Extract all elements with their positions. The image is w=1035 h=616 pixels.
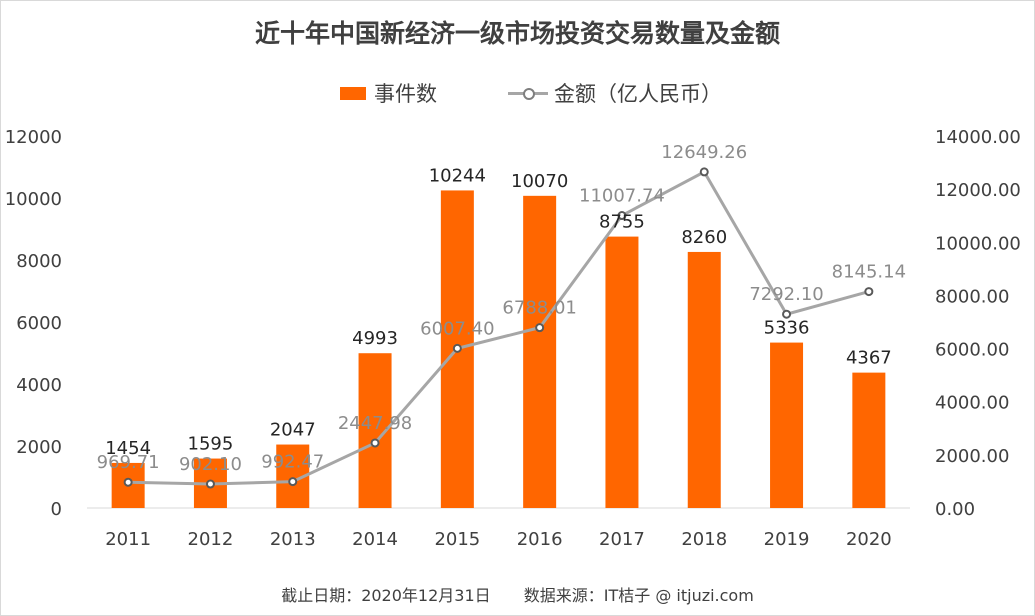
y-right-tick-label: 8000.00 bbox=[935, 286, 1009, 307]
line-data-label: 8145.14 bbox=[832, 262, 906, 283]
y-left-tick-label: 4000 bbox=[16, 375, 62, 396]
legend-line-swatch bbox=[508, 86, 548, 100]
amount-point bbox=[123, 477, 133, 487]
line-data-label: 6007.40 bbox=[420, 318, 494, 339]
y-right-tick-label: 4000.00 bbox=[935, 393, 1009, 414]
line-data-label: 969.71 bbox=[97, 452, 160, 473]
x-tick-label: 2012 bbox=[188, 529, 234, 550]
bar-data-label: 1595 bbox=[188, 434, 234, 455]
y-left-tick-label: 2000 bbox=[16, 437, 62, 458]
x-tick-label: 2014 bbox=[352, 529, 398, 550]
legend-item-events: 事件数 bbox=[340, 78, 437, 108]
line-data-label: 992.47 bbox=[261, 452, 324, 473]
bar-data-label: 8260 bbox=[681, 227, 727, 248]
amount-point bbox=[782, 309, 792, 319]
footer-source: 数据来源：IT桔子 @ itjuzi.com bbox=[523, 586, 754, 605]
bar bbox=[687, 251, 721, 508]
y-left-tick-label: 8000 bbox=[16, 251, 62, 272]
bar-data-label: 1454 bbox=[105, 438, 151, 459]
x-tick-label: 2011 bbox=[105, 529, 151, 550]
bar-data-label: 10070 bbox=[511, 171, 568, 192]
x-tick-label: 2016 bbox=[517, 529, 563, 550]
legend: 事件数 金额（亿人民币） bbox=[0, 78, 1035, 108]
bar-data-label: 8755 bbox=[599, 212, 645, 233]
line-data-label: 2447.98 bbox=[338, 413, 412, 434]
bar bbox=[852, 372, 886, 508]
amount-point bbox=[288, 477, 298, 487]
footer: 截止日期：2020年12月31日 数据来源：IT桔子 @ itjuzi.com bbox=[0, 582, 1035, 606]
y-left-tick-label: 12000 bbox=[5, 127, 62, 148]
x-tick-label: 2015 bbox=[434, 529, 480, 550]
y-right-tick-label: 6000.00 bbox=[935, 340, 1009, 361]
line-data-label: 12649.26 bbox=[661, 142, 747, 163]
amount-point bbox=[535, 323, 545, 333]
x-tick-label: 2013 bbox=[270, 529, 316, 550]
amount-point bbox=[205, 479, 215, 489]
line-data-label: 7292.10 bbox=[749, 284, 823, 305]
bar-data-label: 2047 bbox=[270, 420, 316, 441]
amount-point bbox=[370, 438, 380, 448]
chart-title: 近十年中国新经济一级市场投资交易数量及金额 bbox=[254, 19, 780, 48]
x-tick-label: 2018 bbox=[681, 529, 727, 550]
y-right-tick-label: 14000.00 bbox=[935, 127, 1021, 148]
line-data-label: 902.10 bbox=[179, 454, 242, 475]
y-right-tick-label: 0.00 bbox=[935, 499, 975, 520]
amount-point bbox=[617, 211, 627, 221]
amount-point bbox=[452, 343, 462, 353]
legend-bar-swatch bbox=[340, 86, 366, 100]
amount-point bbox=[699, 167, 709, 177]
line-data-label: 11007.74 bbox=[579, 186, 665, 207]
bar-data-label: 4367 bbox=[846, 348, 892, 369]
bar-data-label: 5336 bbox=[764, 318, 810, 339]
bar-data-label: 10244 bbox=[429, 165, 486, 186]
y-right-tick-label: 10000.00 bbox=[935, 233, 1021, 254]
footer-date: 截止日期：2020年12月31日 bbox=[281, 586, 491, 605]
bar bbox=[770, 342, 804, 508]
bar bbox=[605, 236, 639, 508]
legend-item-amount: 金额（亿人民币） bbox=[508, 78, 722, 108]
x-tick-label: 2020 bbox=[846, 529, 892, 550]
legend-label-amount: 金额（亿人民币） bbox=[554, 82, 722, 106]
y-right-tick-label: 2000.00 bbox=[935, 446, 1009, 467]
y-left-tick-label: 0 bbox=[51, 499, 62, 520]
amount-line bbox=[128, 169, 870, 486]
bar bbox=[523, 195, 557, 508]
line-data-label: 6788.01 bbox=[502, 298, 576, 319]
x-tick-label: 2017 bbox=[599, 529, 645, 550]
bar-data-label: 4993 bbox=[352, 328, 398, 349]
x-tick-label: 2019 bbox=[764, 529, 810, 550]
y-right-tick-label: 12000.00 bbox=[935, 180, 1021, 201]
legend-label-events: 事件数 bbox=[374, 82, 437, 106]
y-left-tick-label: 10000 bbox=[5, 189, 62, 210]
amount-point bbox=[864, 287, 874, 297]
y-left-tick-label: 6000 bbox=[16, 313, 62, 334]
